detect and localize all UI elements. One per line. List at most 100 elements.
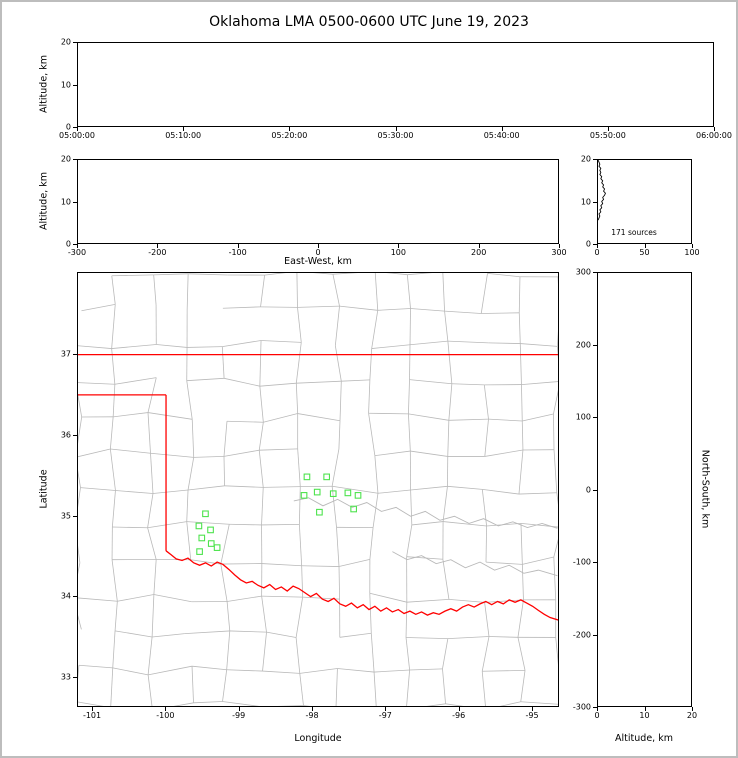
tick-label: -95 xyxy=(525,711,539,720)
tick-mark xyxy=(593,562,597,563)
tick-label: 100 xyxy=(390,248,406,257)
tick-label: -200 xyxy=(148,248,167,257)
ew-panel-x-axis-label: East-West, km xyxy=(284,256,352,267)
lma-source-marker xyxy=(195,522,203,530)
tick-label: 33 xyxy=(60,672,71,682)
north-south-height-panel xyxy=(597,272,692,707)
tick-label: -98 xyxy=(305,711,319,720)
tick-label: 05:10:00 xyxy=(165,131,202,140)
tick-label: 200 xyxy=(575,340,591,349)
tick-mark xyxy=(593,244,597,245)
lma-source-marker xyxy=(198,534,206,542)
time-height-panel xyxy=(77,42,714,127)
tick-label: 36 xyxy=(60,430,71,440)
lma-source-marker xyxy=(303,473,311,481)
lma-source-marker xyxy=(316,508,323,516)
tick-mark xyxy=(73,42,77,43)
lma-source-marker xyxy=(207,540,215,547)
tick-mark xyxy=(593,707,597,708)
tick-label: 05:00:00 xyxy=(59,131,95,140)
lma-source-marker xyxy=(344,489,352,497)
tick-mark xyxy=(73,244,77,245)
tick-mark xyxy=(607,127,609,131)
tick-mark xyxy=(593,634,597,636)
tick-mark xyxy=(289,127,291,131)
tick-mark xyxy=(237,244,239,248)
tick-mark xyxy=(478,244,480,248)
tick-mark xyxy=(73,515,77,517)
tick-label: 34 xyxy=(60,591,71,601)
tick-label: -200 xyxy=(572,630,591,639)
tick-label: 06:00:00 xyxy=(696,131,732,140)
tick-mark xyxy=(593,159,597,160)
tick-label: 20 xyxy=(60,154,71,164)
tick-mark xyxy=(559,244,560,248)
tick-mark xyxy=(398,244,400,248)
tick-label: 0 xyxy=(65,239,71,249)
tick-mark xyxy=(73,127,77,128)
tick-label: 0 xyxy=(315,248,321,257)
altitude-histogram-panel xyxy=(597,159,692,244)
tick-mark xyxy=(77,244,78,248)
tick-mark xyxy=(395,127,397,131)
tick-label: -97 xyxy=(378,711,392,720)
ns-panel-y-axis-label: North-South, km xyxy=(699,449,711,529)
tick-mark xyxy=(73,434,77,436)
lma-source-marker xyxy=(196,548,203,555)
tick-label: 05:50:00 xyxy=(589,131,626,140)
tick-mark xyxy=(593,489,597,491)
tick-mark xyxy=(73,353,77,355)
tick-mark xyxy=(714,127,715,131)
map-y-axis-label: Latitude xyxy=(38,469,50,509)
tick-label: 300 xyxy=(575,267,591,277)
tick-label: 05:20:00 xyxy=(271,131,308,140)
map-x-axis-label: Longitude xyxy=(294,733,342,744)
ns-panel-x-axis-label: Altitude, km xyxy=(615,733,673,744)
tick-label: 0 xyxy=(585,485,591,494)
tick-mark xyxy=(73,84,77,86)
tick-mark xyxy=(73,596,77,598)
tick-label: -101 xyxy=(82,711,102,720)
tick-mark xyxy=(692,244,693,248)
tick-mark xyxy=(692,707,693,711)
tick-label: 05:30:00 xyxy=(377,131,414,140)
tick-label: 20 xyxy=(60,37,71,47)
map-canvas xyxy=(78,273,558,706)
tick-label: -300 xyxy=(67,248,87,257)
tick-mark xyxy=(92,707,94,711)
tick-label: -96 xyxy=(452,711,466,720)
tick-label: 0 xyxy=(594,248,600,257)
tick-mark xyxy=(593,344,597,346)
east-west-height-panel xyxy=(77,159,559,244)
tick-mark xyxy=(385,707,387,711)
lma-source-marker xyxy=(300,492,308,499)
tick-mark xyxy=(238,707,240,711)
tick-mark xyxy=(593,272,597,273)
tick-label: -99 xyxy=(232,711,246,720)
plan-view-map-panel xyxy=(77,272,559,707)
histogram-canvas xyxy=(598,160,606,221)
tick-label: 200 xyxy=(471,248,487,257)
time-panel-y-axis-label: Altitude, km xyxy=(38,55,50,113)
tick-label: 100 xyxy=(684,248,700,257)
tick-label: -100 xyxy=(156,711,175,720)
tick-mark xyxy=(157,244,159,248)
tick-mark xyxy=(73,159,77,160)
tick-mark xyxy=(165,707,167,711)
lma-source-marker xyxy=(207,526,214,534)
tick-mark xyxy=(318,244,319,248)
tick-label: -300 xyxy=(572,702,591,712)
tick-mark xyxy=(73,201,77,203)
sources-count-label: 171 sources xyxy=(611,228,657,237)
tick-mark xyxy=(458,707,460,711)
tick-label: 05:40:00 xyxy=(483,131,520,140)
lma-source-marker xyxy=(329,490,337,498)
tick-mark xyxy=(644,707,646,711)
tick-label: 50 xyxy=(639,248,650,257)
tick-mark xyxy=(593,417,597,418)
tick-mark xyxy=(73,677,77,679)
tick-mark xyxy=(644,244,646,248)
lma-source-marker xyxy=(354,492,362,499)
ew-panel-y-axis-label: Altitude, km xyxy=(38,172,50,230)
tick-label: 300 xyxy=(551,248,567,257)
